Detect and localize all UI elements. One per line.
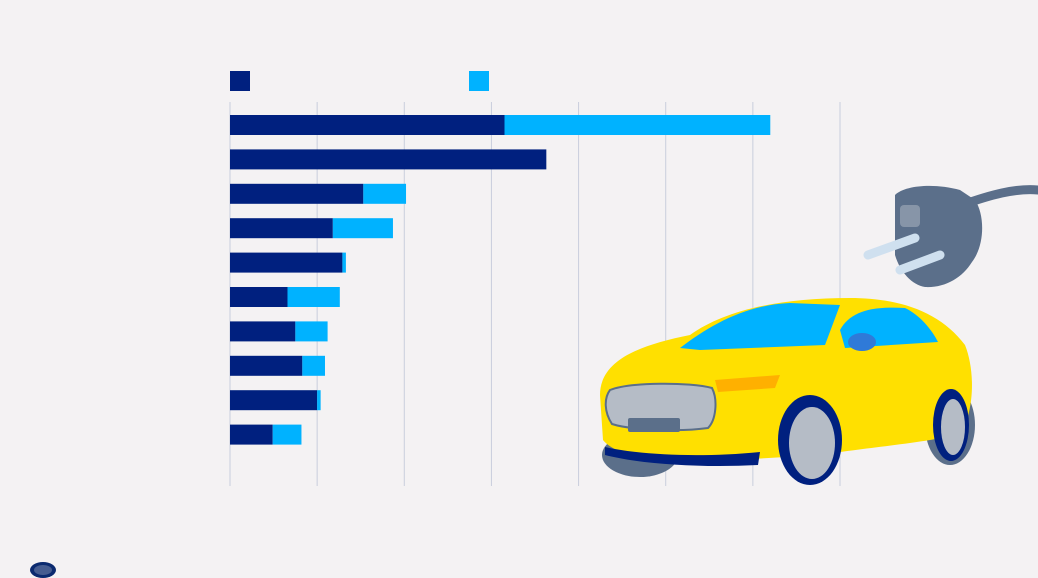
bar-row-2-series-1 [230,149,547,170]
bar-row-8-series-1 [230,355,303,376]
bar-row-1-series-1 [230,115,505,135]
bars [230,115,771,445]
plug-icon [863,185,1038,288]
legend-swatch-1 [230,71,250,91]
bar-row-6-series-2 [287,287,340,307]
bar-row-10-series-2 [272,424,302,445]
bar-row-5-series-2 [342,252,346,273]
bar-row-7-series-1 [230,321,296,342]
bar-row-6-series-1 [230,287,288,307]
bar-row-4-series-1 [230,218,333,239]
bar-row-4-series-2 [332,218,393,239]
bar-row-8-series-2 [302,355,325,376]
bar-row-3-series-2 [363,183,407,204]
car-illustration [600,298,975,485]
bar-row-9-series-2 [317,390,321,411]
dw-logo [30,562,56,578]
bar-row-10-series-1 [230,424,273,445]
bar-row-5-series-1 [230,252,343,273]
bar-row-7-series-2 [295,321,328,342]
legend-swatch-2 [469,71,489,91]
bar-row-3-series-1 [230,183,364,204]
bar-row-9-series-1 [230,390,318,411]
legend [230,71,489,91]
bar-row-1-series-2 [504,115,771,135]
